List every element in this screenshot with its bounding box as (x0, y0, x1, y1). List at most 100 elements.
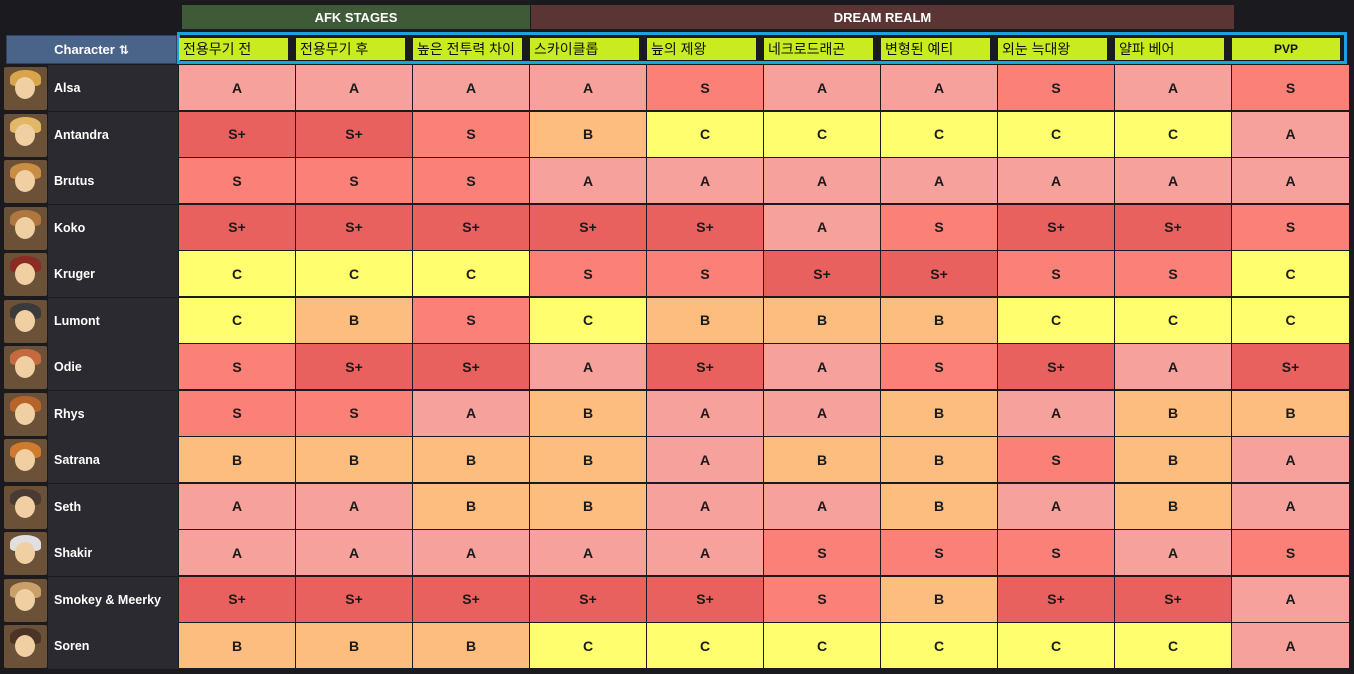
table-row: Alsa A A A A S A A S A S (0, 65, 1350, 111)
grade-cell: C (998, 297, 1115, 344)
grade-cell: S (647, 251, 764, 297)
seth-avatar (4, 485, 47, 529)
table-row: Antandra S+ S+ S B C C C C C A (0, 111, 1350, 158)
character-name[interactable]: Brutus (48, 158, 178, 204)
grade-cell: S (296, 390, 413, 437)
grade-cell: S+ (1232, 344, 1350, 390)
grade-cell: S (881, 530, 998, 576)
character-name[interactable]: Rhys (48, 390, 178, 437)
grade-cell: S (1232, 530, 1350, 576)
grade-cell: B (413, 623, 530, 669)
grade-cell: S (647, 65, 764, 111)
column-header-4[interactable]: 스카이클롭 (530, 38, 647, 60)
avatar-face (15, 449, 35, 471)
character-name[interactable]: Smokey & Meerky (48, 576, 178, 623)
character-name[interactable]: Shakir (48, 530, 178, 576)
brutus-avatar (4, 160, 47, 203)
grade-cell: B (296, 623, 413, 669)
character-name[interactable]: Soren (48, 623, 178, 669)
grade-cell: S (1115, 251, 1232, 297)
grade-cell: S (998, 437, 1115, 483)
grade-cell: S+ (179, 111, 296, 158)
grade-cell: C (179, 251, 296, 297)
grade-cell: A (1115, 344, 1232, 390)
character-name[interactable]: Odie (48, 344, 178, 390)
grade-cell: A (647, 530, 764, 576)
grade-cell: S (764, 530, 881, 576)
grade-cell: S (764, 576, 881, 623)
grade-cell: S (179, 344, 296, 390)
character-name[interactable]: Satrana (48, 437, 178, 483)
column-header-3[interactable]: 높은 전투력 차이 (413, 38, 530, 60)
grade-cell: A (1115, 65, 1232, 111)
grade-cell: S+ (179, 204, 296, 251)
character-name[interactable]: Koko (48, 204, 178, 251)
table-row: Seth A A B B A A B A B A (0, 483, 1350, 530)
grade-cell: S+ (530, 204, 647, 251)
column-header-7[interactable]: 변형된 예티 (881, 38, 998, 60)
grade-cell: C (1115, 297, 1232, 344)
grade-cell: C (998, 623, 1115, 669)
table-row: Koko S+ S+ S+ S+ S+ A S S+ S+ S (0, 204, 1350, 251)
column-header-6[interactable]: 네크로드래곤 (764, 38, 881, 60)
column-header-10[interactable]: PVP (1232, 38, 1340, 60)
grade-cell: A (179, 65, 296, 111)
grade-cell: S+ (647, 204, 764, 251)
sort-icon[interactable]: ⇅ (118, 42, 129, 57)
column-header-1[interactable]: 전용무기 전 (179, 38, 296, 60)
grade-cell: S (1232, 204, 1350, 251)
grade-cell: A (530, 344, 647, 390)
avatar-face (15, 170, 35, 192)
grade-cell: B (881, 576, 998, 623)
grade-cell: A (413, 390, 530, 437)
table-row: Brutus S S S A A A A A A A (0, 158, 1350, 204)
grade-cell: A (530, 65, 647, 111)
grade-cell: A (179, 530, 296, 576)
grade-cell: S (179, 158, 296, 204)
soren-avatar (4, 625, 47, 668)
grade-cell: C (998, 111, 1115, 158)
koko-avatar (4, 206, 47, 250)
grade-cell: S+ (998, 344, 1115, 390)
character-name[interactable]: Antandra (48, 111, 178, 158)
column-header-2[interactable]: 전용무기 후 (296, 38, 413, 60)
grade-cell: S (998, 65, 1115, 111)
character-column-header[interactable]: Character ⇅ (6, 35, 177, 64)
odie-avatar (4, 346, 47, 389)
grade-cell: S+ (296, 344, 413, 390)
grade-cell: S+ (296, 576, 413, 623)
column-header-9[interactable]: 얄파 베어 (1115, 38, 1232, 60)
grade-cell: A (413, 65, 530, 111)
character-name[interactable]: Lumont (48, 297, 178, 344)
avatar-face (15, 356, 35, 378)
grade-cell: S+ (530, 576, 647, 623)
table-row: Shakir A A A A A S S S A S (0, 530, 1350, 576)
grade-cell: S+ (647, 576, 764, 623)
grade-cell: B (1115, 437, 1232, 483)
grade-cell: B (413, 437, 530, 483)
table-row: Soren B B B C C C C C C A (0, 623, 1350, 669)
avatar-face (15, 77, 35, 99)
afk-stages-group-header: AFK STAGES (182, 5, 530, 29)
grade-cell: C (179, 297, 296, 344)
avatar-face (15, 542, 35, 564)
grade-cell: S+ (413, 576, 530, 623)
grade-cell: S (413, 158, 530, 204)
lumont-avatar (4, 299, 47, 343)
column-header-5[interactable]: 늪의 제왕 (647, 38, 764, 60)
avatar-face (15, 263, 35, 285)
grade-cell: S (881, 204, 998, 251)
grade-cell: C (647, 623, 764, 669)
grade-cell: C (530, 297, 647, 344)
grade-cell: B (179, 437, 296, 483)
column-header-row: 전용무기 전 전용무기 후 높은 전투력 차이 스카이클롭 늪의 제왕 네크로드래곤 변형된… (177, 32, 1347, 64)
antandra-avatar (4, 113, 47, 157)
grade-cell: C (764, 623, 881, 669)
character-name[interactable]: Alsa (48, 65, 178, 111)
grade-cell: B (1115, 390, 1232, 437)
character-name[interactable]: Seth (48, 483, 178, 530)
grade-cell: B (413, 483, 530, 530)
grade-cell: A (764, 344, 881, 390)
character-name[interactable]: Kruger (48, 251, 178, 297)
column-header-8[interactable]: 외눈 늑대왕 (998, 38, 1115, 60)
